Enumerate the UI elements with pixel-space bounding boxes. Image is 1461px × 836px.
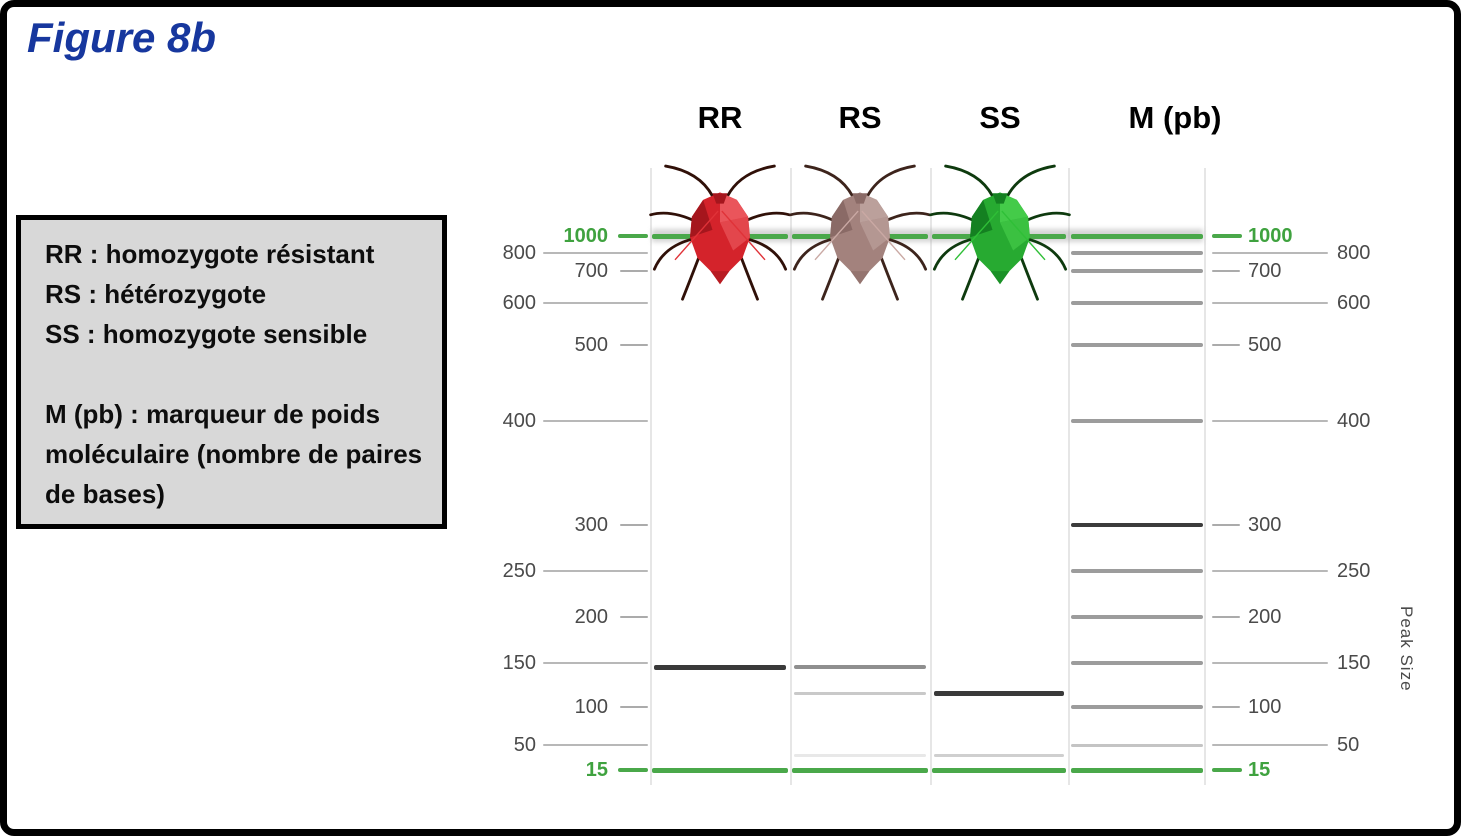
- ladder-line-left-400: [543, 420, 648, 422]
- ladder-line-left-600: [543, 302, 648, 304]
- ladder-tick-left-300: [620, 524, 648, 526]
- ladder-label-left-800: 800: [502, 242, 536, 264]
- legend-line-rs: RS : hétérozygote: [45, 279, 267, 309]
- ladder-line-right-400: [1212, 420, 1328, 422]
- legend-line-ss: SS : homozygote sensible: [45, 319, 368, 349]
- marker-band-700: [1071, 269, 1203, 273]
- legend-spacer: [45, 354, 434, 394]
- marker-band-600: [1071, 301, 1203, 305]
- aphid-icon-green: [929, 164, 1071, 301]
- ladder-label-left-150: 150: [502, 652, 536, 674]
- legend-box: RR : homozygote résistant RS : hétérozyg…: [16, 215, 447, 529]
- ladder-tick-right-300: [1212, 524, 1240, 526]
- ladder-label-left-300: 300: [574, 514, 608, 536]
- ladder-tick-left-700: [620, 270, 648, 272]
- marker-band-500: [1071, 343, 1203, 347]
- ladder-label-right-1000: 1000: [1248, 225, 1293, 247]
- ladder-line-left-150: [543, 662, 648, 664]
- ladder-label-left-50: 50: [513, 734, 536, 756]
- marker-band-800: [1071, 251, 1203, 255]
- ladder-label-right-500: 500: [1248, 334, 1282, 356]
- ladder-tick-left-100: [620, 706, 648, 708]
- ladder-line-left-800: [543, 252, 648, 254]
- alignment-line-15-rs: [792, 767, 928, 773]
- ladder-tick-right-700: [1212, 270, 1240, 272]
- marker-band-300: [1071, 522, 1203, 528]
- alignment-line-15-m: [1071, 767, 1203, 773]
- ladder-label-left-100: 100: [574, 696, 608, 718]
- ladder-line-right-250: [1212, 570, 1328, 572]
- ladder-tick-left-1000: [618, 234, 648, 238]
- ladder-line-right-150: [1212, 662, 1328, 664]
- ladder-label-right-400: 400: [1337, 410, 1371, 432]
- marker-band-50: [1071, 743, 1203, 747]
- alignment-line-15-ss: [932, 767, 1066, 773]
- ladder-label-left-1000: 1000: [563, 225, 609, 247]
- marker-band-200: [1071, 615, 1203, 619]
- ladder-tick-right-500: [1212, 344, 1240, 346]
- marker-band-250: [1071, 569, 1203, 573]
- ladder-label-left-500: 500: [574, 334, 608, 356]
- ladder-tick-right-100: [1212, 706, 1240, 708]
- figure-title: Figure 8b: [27, 14, 217, 61]
- band-ss-113bp: [934, 691, 1064, 696]
- ladder-tick-left-200: [620, 616, 648, 618]
- legend-line-rr: RR : homozygote résistant: [45, 239, 375, 269]
- ladder-label-left-250: 250: [502, 560, 536, 582]
- ladder-label-right-150: 150: [1337, 652, 1371, 674]
- ladder-label-right-50: 50: [1337, 734, 1360, 756]
- band-rs-30bp: [794, 754, 926, 757]
- ladder-label-left-15: 15: [585, 759, 608, 781]
- ladder-label-right-100: 100: [1248, 696, 1282, 718]
- ladder-label-left-600: 600: [502, 292, 536, 314]
- alignment-line-15-rr: [652, 767, 788, 773]
- ladder-line-left-50: [543, 744, 648, 746]
- aphid-icon-red: [649, 164, 791, 301]
- ladder-tick-left-500: [620, 344, 648, 346]
- aphid-icon-mauve: [789, 164, 931, 301]
- lane-header-rs: RS: [838, 100, 882, 135]
- ladder-tick-right-15: [1212, 768, 1242, 772]
- lane-divider: [930, 168, 932, 785]
- legend-marker-note: M (pb) : marqueur de poids moléculaire (…: [45, 399, 423, 509]
- ladder-label-right-300: 300: [1248, 514, 1282, 536]
- band-rs-113bp: [794, 691, 926, 696]
- lane-divider: [790, 168, 792, 785]
- ladder-tick-right-1000: [1212, 234, 1242, 238]
- marker-band-400: [1071, 419, 1203, 423]
- ladder-label-left-700: 700: [574, 260, 608, 282]
- ladder-line-right-600: [1212, 302, 1328, 304]
- peak-size-axis-label: Peak Size: [1397, 606, 1416, 692]
- lane-divider: [650, 168, 652, 785]
- ladder-line-right-800: [1212, 252, 1328, 254]
- ladder-label-right-600: 600: [1337, 292, 1371, 314]
- band-rr-144bp: [654, 665, 786, 670]
- lane-divider: [1068, 168, 1070, 785]
- alignment-line-1000-m: [1071, 233, 1203, 239]
- ladder-line-left-250: [543, 570, 648, 572]
- ladder-tick-right-200: [1212, 616, 1240, 618]
- ladder-label-right-250: 250: [1337, 560, 1371, 582]
- ladder-label-left-400: 400: [502, 410, 536, 432]
- lane-header-rr: RR: [697, 100, 743, 135]
- ladder-label-right-200: 200: [1248, 606, 1282, 628]
- ladder-label-right-15: 15: [1248, 759, 1271, 781]
- ladder-label-right-700: 700: [1248, 260, 1282, 282]
- marker-band-150: [1071, 661, 1203, 665]
- ladder-line-right-50: [1212, 744, 1328, 746]
- lane-divider: [1204, 168, 1206, 785]
- ladder-label-left-200: 200: [574, 606, 608, 628]
- ladder-label-right-800: 800: [1337, 242, 1371, 264]
- lane-header-marker: M (pb): [1128, 100, 1222, 135]
- ladder-tick-left-15: [618, 768, 648, 772]
- band-rs-144bp: [794, 665, 926, 670]
- lane-header-ss: SS: [979, 100, 1021, 135]
- band-ss-30bp: [934, 754, 1064, 758]
- marker-band-100: [1071, 705, 1203, 709]
